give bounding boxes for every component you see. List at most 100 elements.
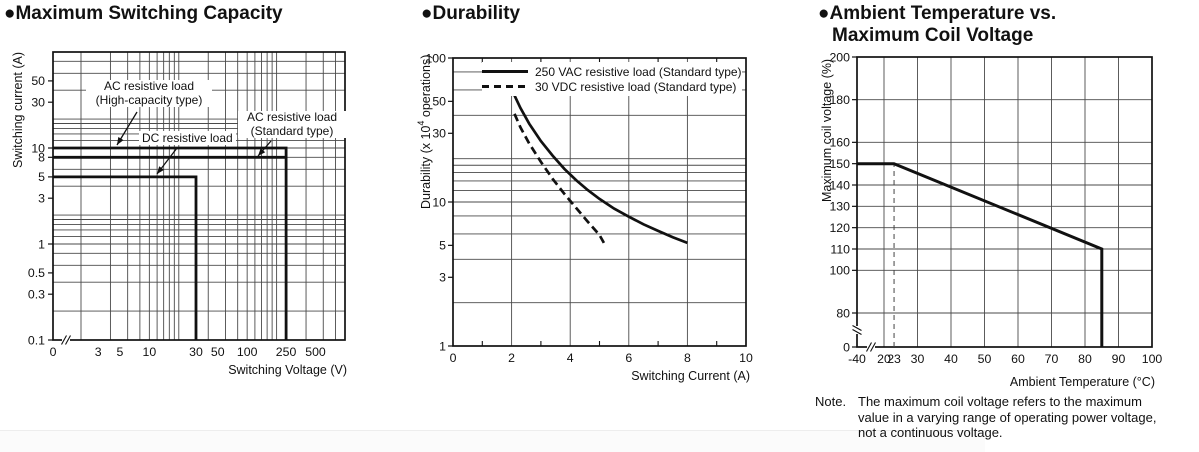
- tick-label: 50: [211, 345, 225, 359]
- annotation-arrowhead: [117, 137, 124, 145]
- durability-x-axis-title: Switching Current (A): [631, 369, 750, 383]
- legend-row-vdc: 30 VDC resistive load (Standard type): [482, 79, 742, 94]
- tick-label: 30: [911, 352, 925, 366]
- tick-label: 40: [944, 352, 958, 366]
- axis-break: [61, 335, 71, 345]
- capacity-y-axis-title: Switching current (A): [11, 51, 25, 168]
- capacity-series: [53, 175, 198, 340]
- tick-label: 10: [432, 195, 446, 209]
- tick-label: 100: [1142, 352, 1163, 366]
- plot-border: [52, 51, 346, 341]
- tick-label: 1: [439, 339, 446, 353]
- annotation-ac-high-capacity-line1: AC resistive load: [103, 79, 195, 93]
- heading-durability: ●Durability: [421, 3, 521, 24]
- capacity-series: [53, 146, 288, 340]
- tick-label: 5: [116, 345, 123, 359]
- tick-label: 30: [432, 127, 446, 141]
- ambient-y-axis-title: Maximum coil voltage (%): [820, 58, 834, 202]
- durability-y-axis-title: Durability (x 104 operations): [416, 54, 434, 209]
- tick-label: -40: [848, 352, 866, 366]
- tick-label: 100: [237, 345, 258, 359]
- tick-label: 180: [829, 93, 850, 107]
- tick-label: 30: [31, 95, 45, 109]
- annotation-arrowhead: [258, 148, 266, 156]
- tick-label: 30: [189, 345, 203, 359]
- tick-label: 1: [38, 237, 45, 251]
- tick-label: 110: [830, 242, 850, 256]
- durability-legend: 250 VAC resistive load (Standard type) 3…: [482, 62, 742, 96]
- tick-label: 20: [877, 352, 891, 366]
- tick-label: 5: [38, 170, 45, 184]
- tick-label: 8: [38, 151, 45, 165]
- note-block: Note. The maximum coil voltage refers to…: [815, 394, 1175, 441]
- note-text: The maximum coil voltage refers to the m…: [858, 394, 1157, 440]
- tick-label: 6: [625, 351, 632, 365]
- tick-label: 60: [1011, 352, 1025, 366]
- tick-label: 130: [829, 200, 850, 214]
- heading-ambient-line1: ●Ambient Temperature vs.: [818, 3, 1057, 24]
- tick-label: 120: [829, 221, 850, 235]
- tick-label: 50: [31, 74, 45, 88]
- tick-label: 0: [450, 351, 457, 365]
- annotation-ac-standard: AC resistive load (Standard type): [238, 110, 346, 138]
- tick-label: 200: [829, 50, 850, 64]
- tick-label: 0: [50, 345, 57, 359]
- tick-label: 80: [836, 306, 850, 320]
- tick-label: 250: [276, 345, 297, 359]
- axis-break: [866, 342, 876, 352]
- tick-label: 8: [684, 351, 691, 365]
- legend-label-vdc: 30 VDC resistive load (Standard type): [535, 79, 737, 94]
- durability-series: [513, 113, 606, 244]
- tick-label: 160: [829, 136, 850, 150]
- plot-border: [856, 56, 1153, 348]
- tick-label: 140: [829, 178, 850, 192]
- tick-label: 0.5: [28, 266, 45, 280]
- tick-label: 150: [829, 157, 850, 171]
- tick-label: 500: [305, 345, 326, 359]
- capacity-x-axis-title: Switching Voltage (V): [228, 363, 347, 377]
- ambient-series: [857, 162, 1104, 347]
- durability-y-title-pre: Durability (x 10: [419, 125, 434, 209]
- tick-label: 4: [567, 351, 574, 365]
- tick-label: 0.3: [28, 287, 45, 301]
- legend-label-vac: 250 VAC resistive load (Standard type): [535, 64, 742, 79]
- annotation-arrowhead: [157, 166, 164, 174]
- legend-dashed-line-sample: [482, 85, 528, 88]
- tick-label: 80: [1078, 352, 1092, 366]
- heading-max-switching-capacity: ●Maximum Switching Capacity: [4, 3, 283, 24]
- annotation-dc-resistive: DC resistive load: [139, 131, 236, 145]
- tick-label: 5: [439, 239, 446, 253]
- tick-label: 10: [143, 345, 157, 359]
- ambient-x-axis-title: Ambient Temperature (°C): [1009, 375, 1155, 389]
- tick-label: 90: [1112, 352, 1126, 366]
- tick-label: 3: [439, 271, 446, 285]
- tick-label: 3: [95, 345, 102, 359]
- tick-label: 2: [508, 351, 515, 365]
- tick-label: 70: [1045, 352, 1059, 366]
- annotation-ac-standard-line2: (Standard type): [250, 123, 334, 138]
- annotation-ac-standard-line1: AC resistive load: [246, 110, 338, 124]
- legend-row-vac: 250 VAC resistive load (Standard type): [482, 64, 742, 79]
- annotation-ac-high-capacity: AC resistive load (High-capacity type): [86, 79, 212, 107]
- tick-label: 50: [432, 95, 446, 109]
- durability-y-title-post: operations): [419, 54, 434, 121]
- tick-label: 10: [31, 141, 45, 155]
- tick-label: 100: [425, 51, 446, 65]
- note-prefix: Note.: [815, 394, 847, 409]
- annotation-ac-high-capacity-line2: (High-capacity type): [95, 92, 203, 107]
- legend-solid-line-sample: [482, 70, 528, 73]
- tick-label: 3: [38, 191, 45, 205]
- durability-y-title-sup: 4: [416, 120, 426, 126]
- tick-label: 50: [978, 352, 992, 366]
- tick-label: 0: [843, 340, 850, 354]
- durability-series: [513, 94, 688, 245]
- tick-label: 0.1: [28, 333, 45, 347]
- tick-label: 100: [829, 264, 850, 278]
- bottom-divider-band: [0, 430, 985, 452]
- axis-break: [852, 325, 862, 335]
- tick-label: 10: [739, 351, 753, 365]
- heading-ambient-line2: Maximum Coil Voltage: [832, 25, 1034, 46]
- tick-label: 23: [887, 352, 901, 366]
